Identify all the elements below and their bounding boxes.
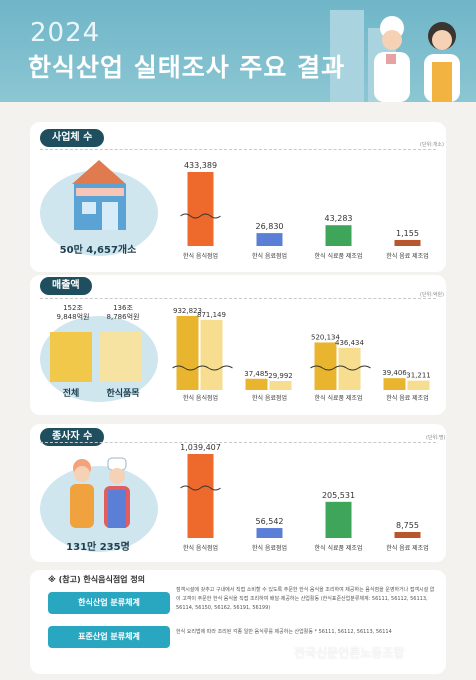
- data-label: 8,755: [396, 521, 419, 530]
- unit-label: (단위:명): [426, 435, 446, 441]
- bar: [383, 378, 406, 390]
- bar: [256, 528, 283, 538]
- watermark: 전국신문언론노동조합: [294, 646, 405, 660]
- data-label: 43,283: [325, 214, 353, 223]
- data-label: 29,992: [268, 372, 293, 380]
- bar: [314, 342, 337, 390]
- data-label: 37,485: [244, 370, 269, 378]
- unit-label: (단위:개소): [420, 142, 444, 148]
- reference-text-standard: 한식 요리법에 따라 조리된 각종 일반 음식류를 제공하는 산업활동 * 56…: [176, 629, 392, 635]
- bar: [325, 501, 352, 538]
- sales-food-tag: 한식품목: [106, 389, 140, 399]
- data-label: 1,155: [396, 229, 419, 238]
- workers-icon: [70, 457, 130, 528]
- data-label: 932,823: [173, 307, 202, 315]
- data-label: 39,406: [382, 369, 407, 377]
- illustration-background: [40, 466, 158, 552]
- data-label: 436,434: [335, 339, 364, 347]
- axis-break-mark: [172, 365, 233, 371]
- reference-text-hansik: 점객시설에 갖추고 구내에서 직접 소비할 수 있도록 주문한 한식 음식을 조…: [176, 587, 435, 611]
- header-banner: 2024 한식산업 실태조사 주요 결과: [0, 0, 476, 102]
- data-label: 871,149: [197, 311, 226, 319]
- unit-label: (단위:억원): [420, 292, 444, 298]
- category-label: 한식 식료품 제조업: [315, 252, 363, 260]
- data-label: 26,830: [256, 222, 284, 231]
- sales-food-value: 136조 8,786억원: [106, 304, 140, 321]
- data-label: 205,531: [322, 491, 355, 500]
- bar: [176, 316, 199, 390]
- reference-title: ※ (참고) 한식음식점업 정의: [48, 575, 146, 584]
- axis-break-mark: [180, 213, 221, 219]
- reference-label-standard: 표준산업 분류체계: [48, 626, 170, 648]
- report-year: 2024: [30, 18, 101, 48]
- workers-bar-chart: 1,039,407 한식 음식점업 56,542 한식 음료점업 205,531 한식 식…: [180, 443, 429, 552]
- bar: [269, 381, 292, 390]
- category-label: 한식 음료점업: [252, 394, 287, 402]
- axis-break-mark: [180, 485, 221, 491]
- bar: [200, 319, 223, 390]
- divider: [40, 298, 436, 299]
- sales-food-box: [100, 332, 142, 382]
- category-label: 한식 음식점업: [183, 252, 218, 260]
- bar: [187, 172, 214, 246]
- category-label: 한식 음료점업: [252, 252, 287, 260]
- data-label: 31,211: [406, 372, 431, 380]
- shop-icon: [72, 160, 126, 230]
- businesses-total: 50만 4,657개소: [59, 245, 137, 256]
- building-illustration: [330, 10, 364, 102]
- businesses-bar-chart: 433,389 한식 음식점업 26,830 한식 음료점업 43,283 한식 식료품 …: [180, 161, 429, 260]
- sales-total-box: [50, 332, 92, 382]
- category-label: 한식 음료 제조업: [386, 544, 428, 552]
- section-label-workers: 종사자 수: [40, 428, 105, 446]
- category-label: 한식 음식점업: [183, 544, 218, 552]
- reference-box: ※ (참고) 한식음식점업 정의 한식산업 분류체계 점객시설에 갖추고 구내에…: [30, 570, 446, 674]
- section-label-businesses: 사업체 수: [40, 129, 105, 147]
- data-label: 520,134: [311, 333, 340, 341]
- bar: [407, 380, 430, 390]
- divider: [40, 442, 436, 443]
- axis-break-mark: [310, 365, 371, 371]
- page-title: 한식산업 실태조사 주요 결과: [28, 53, 346, 82]
- bar: [338, 347, 361, 390]
- bar: [394, 240, 421, 246]
- bar: [325, 225, 352, 246]
- divider: [40, 149, 436, 150]
- bar: [187, 454, 214, 538]
- bar: [256, 233, 283, 246]
- category-label: 한식 음식점업: [183, 394, 218, 402]
- sales-total-value: 152조 9,848억원: [56, 304, 90, 321]
- bar: [394, 532, 421, 538]
- workers-total: 131만 235명: [66, 542, 130, 553]
- category-label: 한식 음료점업: [252, 544, 287, 552]
- category-label: 한식 음료 제조업: [386, 394, 428, 402]
- bar: [245, 378, 268, 390]
- reference-label-hansik: 한식산업 분류체계: [48, 592, 170, 614]
- sales-total-tag: 전체: [62, 389, 80, 399]
- section-label-sales: 매출액: [40, 277, 92, 295]
- category-label: 한식 식료품 제조업: [315, 394, 363, 402]
- data-label: 56,542: [256, 517, 284, 526]
- data-label: 433,389: [184, 161, 217, 170]
- chef-couple-illustration: [374, 16, 460, 102]
- data-label: 1,039,407: [180, 443, 221, 452]
- category-label: 한식 음료 제조업: [386, 252, 428, 260]
- category-label: 한식 식료품 제조업: [315, 544, 363, 552]
